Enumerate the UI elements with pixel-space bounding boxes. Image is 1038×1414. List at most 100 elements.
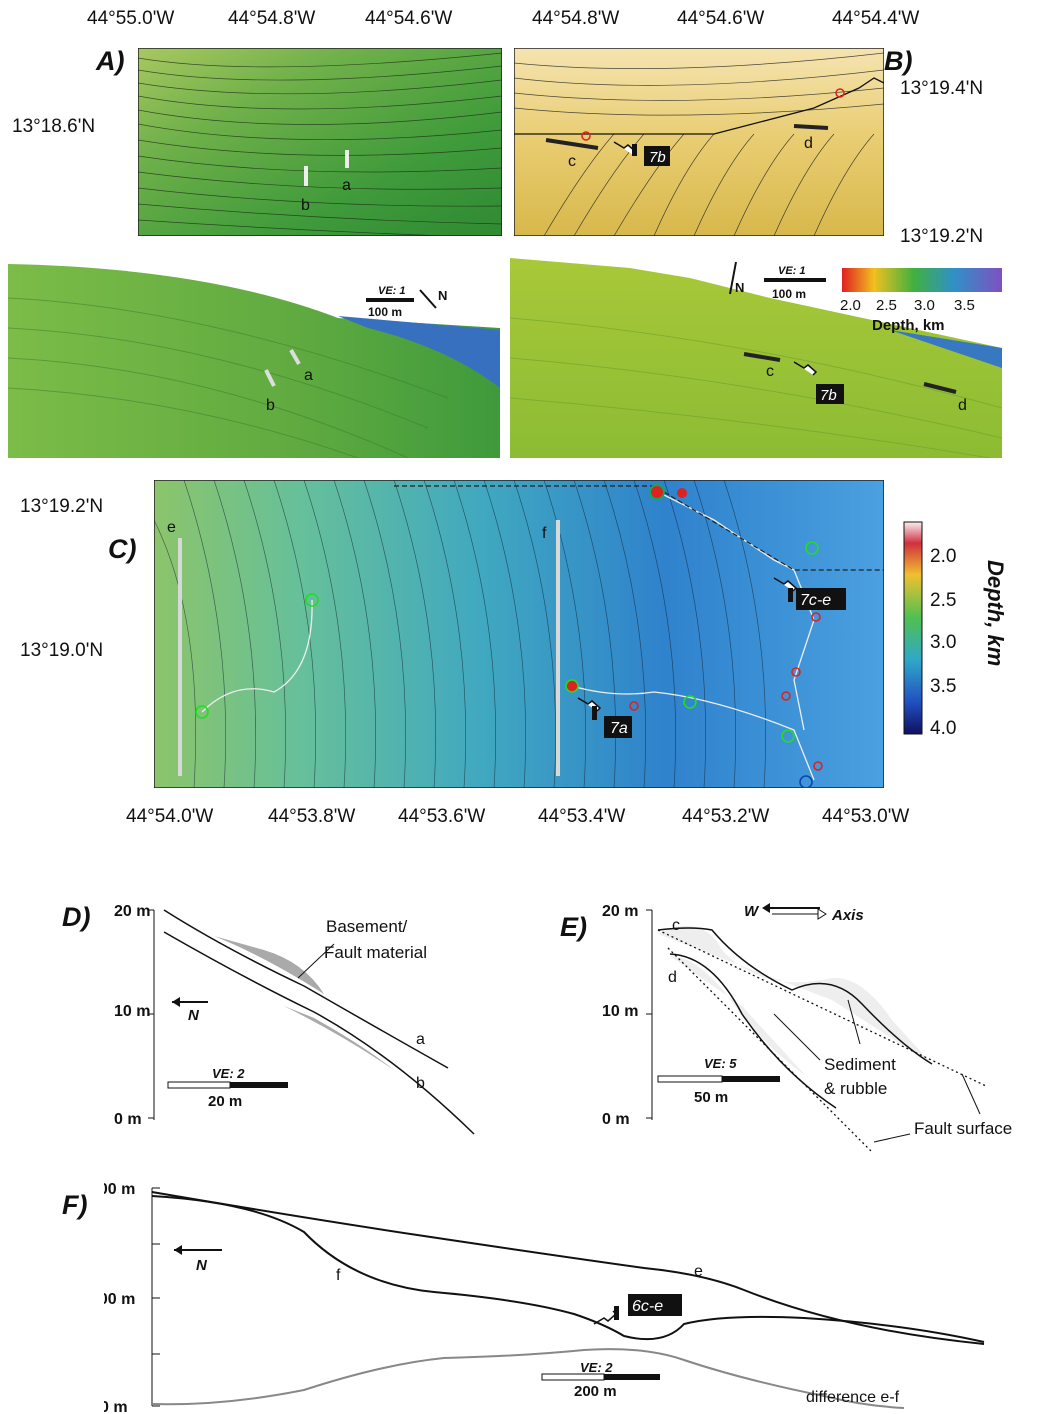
camera-icon-f: [593, 1306, 619, 1325]
panel-a-3d: a b VE: 1 100 m N: [8, 264, 500, 458]
ve-label-3d-b: VE: 1: [778, 265, 806, 277]
panel-e-ytick-1: 10 m: [602, 1003, 638, 1020]
fault-label: Fault surface: [914, 1119, 1012, 1138]
panel-b-3d: c d 7b N VE: 1 100 m 2.0 2.5 3.0 3.5 Dep…: [510, 258, 1002, 458]
photo-label-6ce-bg: [628, 1294, 682, 1316]
panel-e-profile: 20 m 10 m 0 m c d Sediment & rubble Faul…: [602, 903, 1012, 1152]
panel-letter-a: A): [96, 46, 125, 76]
camera-icon: [613, 141, 638, 156]
photo-label-3d: 7b: [820, 387, 837, 404]
panel-letter-f: F): [62, 1190, 88, 1220]
panel-d-profile: 20 m 10 m 0 m a b Basement/ Fault materi…: [114, 903, 475, 1135]
panel-letter-d: D): [62, 902, 91, 932]
station-12: [781, 729, 795, 743]
tick-c-y1: 13°19.0'N: [20, 640, 104, 661]
panel-b-relief: [514, 48, 884, 236]
photo-label-7b-bg: [644, 146, 670, 166]
panel-c-map: e f 7a 7c-e: [154, 480, 884, 788]
panel-e-sediment-d: [670, 956, 806, 1076]
station-3: [565, 679, 579, 693]
marker-d-line: [793, 124, 829, 130]
colorbar-top-tick-2: 3.0: [914, 297, 935, 314]
panel-b-station-2: [835, 88, 845, 98]
annotation-d-line1: Basement/: [326, 917, 408, 936]
station-14: [799, 775, 813, 788]
panel-a-contours: [138, 52, 502, 236]
panel-d-ytick-2: 0 m: [114, 1111, 142, 1128]
direction-w: W: [744, 903, 760, 920]
scale-bar-f-white: [541, 1373, 605, 1381]
panel-a-3d-deep: [338, 316, 500, 388]
north-label-f: N: [196, 1257, 208, 1274]
fault-surface-1: [657, 929, 987, 1087]
profile-f-f: [151, 1195, 985, 1343]
tick-c-y0: 13°19.2'N: [20, 496, 104, 517]
difference-label: difference e-f: [806, 1389, 900, 1406]
tick-c-x4: 44°53.2'W: [682, 806, 770, 827]
panel-b-3d-texture: [510, 317, 1002, 458]
profile-a: [163, 909, 449, 1069]
colorbar-top: [842, 268, 1002, 292]
panel-c-dive-track-2: [571, 685, 815, 781]
profile-b: [163, 931, 475, 1135]
panel-letter-c: C): [108, 534, 137, 564]
panel-a-3d-texture: [8, 297, 449, 458]
panel-f-ytick-1: 100 m: [104, 1291, 135, 1308]
ve-label-d: VE: 2: [212, 1066, 245, 1081]
ve-label-f: VE: 2: [580, 1360, 613, 1375]
profile-e-label-f: e: [694, 1263, 703, 1280]
panel-c-contours: [154, 480, 767, 788]
double-arrow-icon: [762, 903, 827, 920]
panel-d-basement-fill-top: [214, 936, 324, 994]
marker-c-label: c: [568, 153, 576, 170]
panel-c-boundary: [394, 485, 884, 571]
profile-b-label: b: [416, 1075, 425, 1092]
photo-label-7ce-bg: [796, 588, 846, 610]
tick-a-x0: 44°55.0'W: [87, 8, 175, 29]
fault-surface-2: [667, 947, 873, 1152]
station-8: [805, 541, 819, 555]
profile-c: [657, 927, 933, 1065]
profile-f-label-f: f: [336, 1267, 341, 1284]
scale-bar-e-white: [657, 1075, 723, 1083]
tick-a-y0: 13°18.6'N: [12, 116, 96, 137]
profile-d: [669, 953, 837, 1109]
station-1: [195, 705, 209, 719]
tick-c-x0: 44°54.0'W: [126, 806, 214, 827]
tick-c-x2: 44°53.6'W: [398, 806, 486, 827]
profile-e-label: e: [167, 519, 176, 536]
panel-c-colorbar: 2.0 2.5 3.0 3.5 4.0 Depth, km: [903, 521, 1008, 739]
station-11: [781, 691, 791, 701]
marker-c-line: [545, 138, 599, 150]
scale-label-f: 200 m: [574, 1383, 617, 1400]
annotation-e-line2: & rubble: [824, 1079, 887, 1098]
scale-label-d: 20 m: [208, 1093, 242, 1110]
photo-label-7a: 7a: [610, 720, 628, 737]
colorbar-top-tick-3: 3.5: [954, 297, 975, 314]
station-7: [677, 488, 687, 498]
marker-3d-c-label: c: [766, 363, 774, 380]
panel-c-dive-track: [201, 599, 313, 713]
colorbar-c-tick-4: 4.0: [930, 718, 956, 739]
panel-e-ytick-0: 20 m: [602, 903, 638, 920]
profile-e-f: [151, 1191, 985, 1345]
marker-3d-b: [264, 369, 276, 387]
colorbar-top-title: Depth, km: [872, 317, 945, 334]
tick-b-x0: 44°54.8'W: [532, 8, 620, 29]
annotation-d-line2: Fault material: [324, 943, 427, 962]
north-arrow-icon-3d: [729, 261, 737, 295]
annotation-leader-e2: [847, 999, 861, 1045]
panel-b-station: [581, 131, 591, 141]
station-2: [305, 593, 319, 607]
panel-f-ytick-2: 0 m: [104, 1399, 128, 1414]
panel-a-map: a b: [138, 48, 502, 236]
station-10: [791, 667, 801, 677]
camera-icon-c1: [577, 697, 602, 720]
panel-letter-b: B): [884, 46, 913, 76]
colorbar-c-tick-2: 3.0: [930, 632, 956, 653]
tick-b-x1: 44°54.6'W: [677, 8, 765, 29]
tick-a-x2: 44°54.6'W: [365, 8, 453, 29]
north-label-3d-a: N: [438, 288, 447, 303]
panel-c-dive-track-3: [653, 489, 815, 731]
photo-label-3d-bg: [816, 384, 844, 404]
